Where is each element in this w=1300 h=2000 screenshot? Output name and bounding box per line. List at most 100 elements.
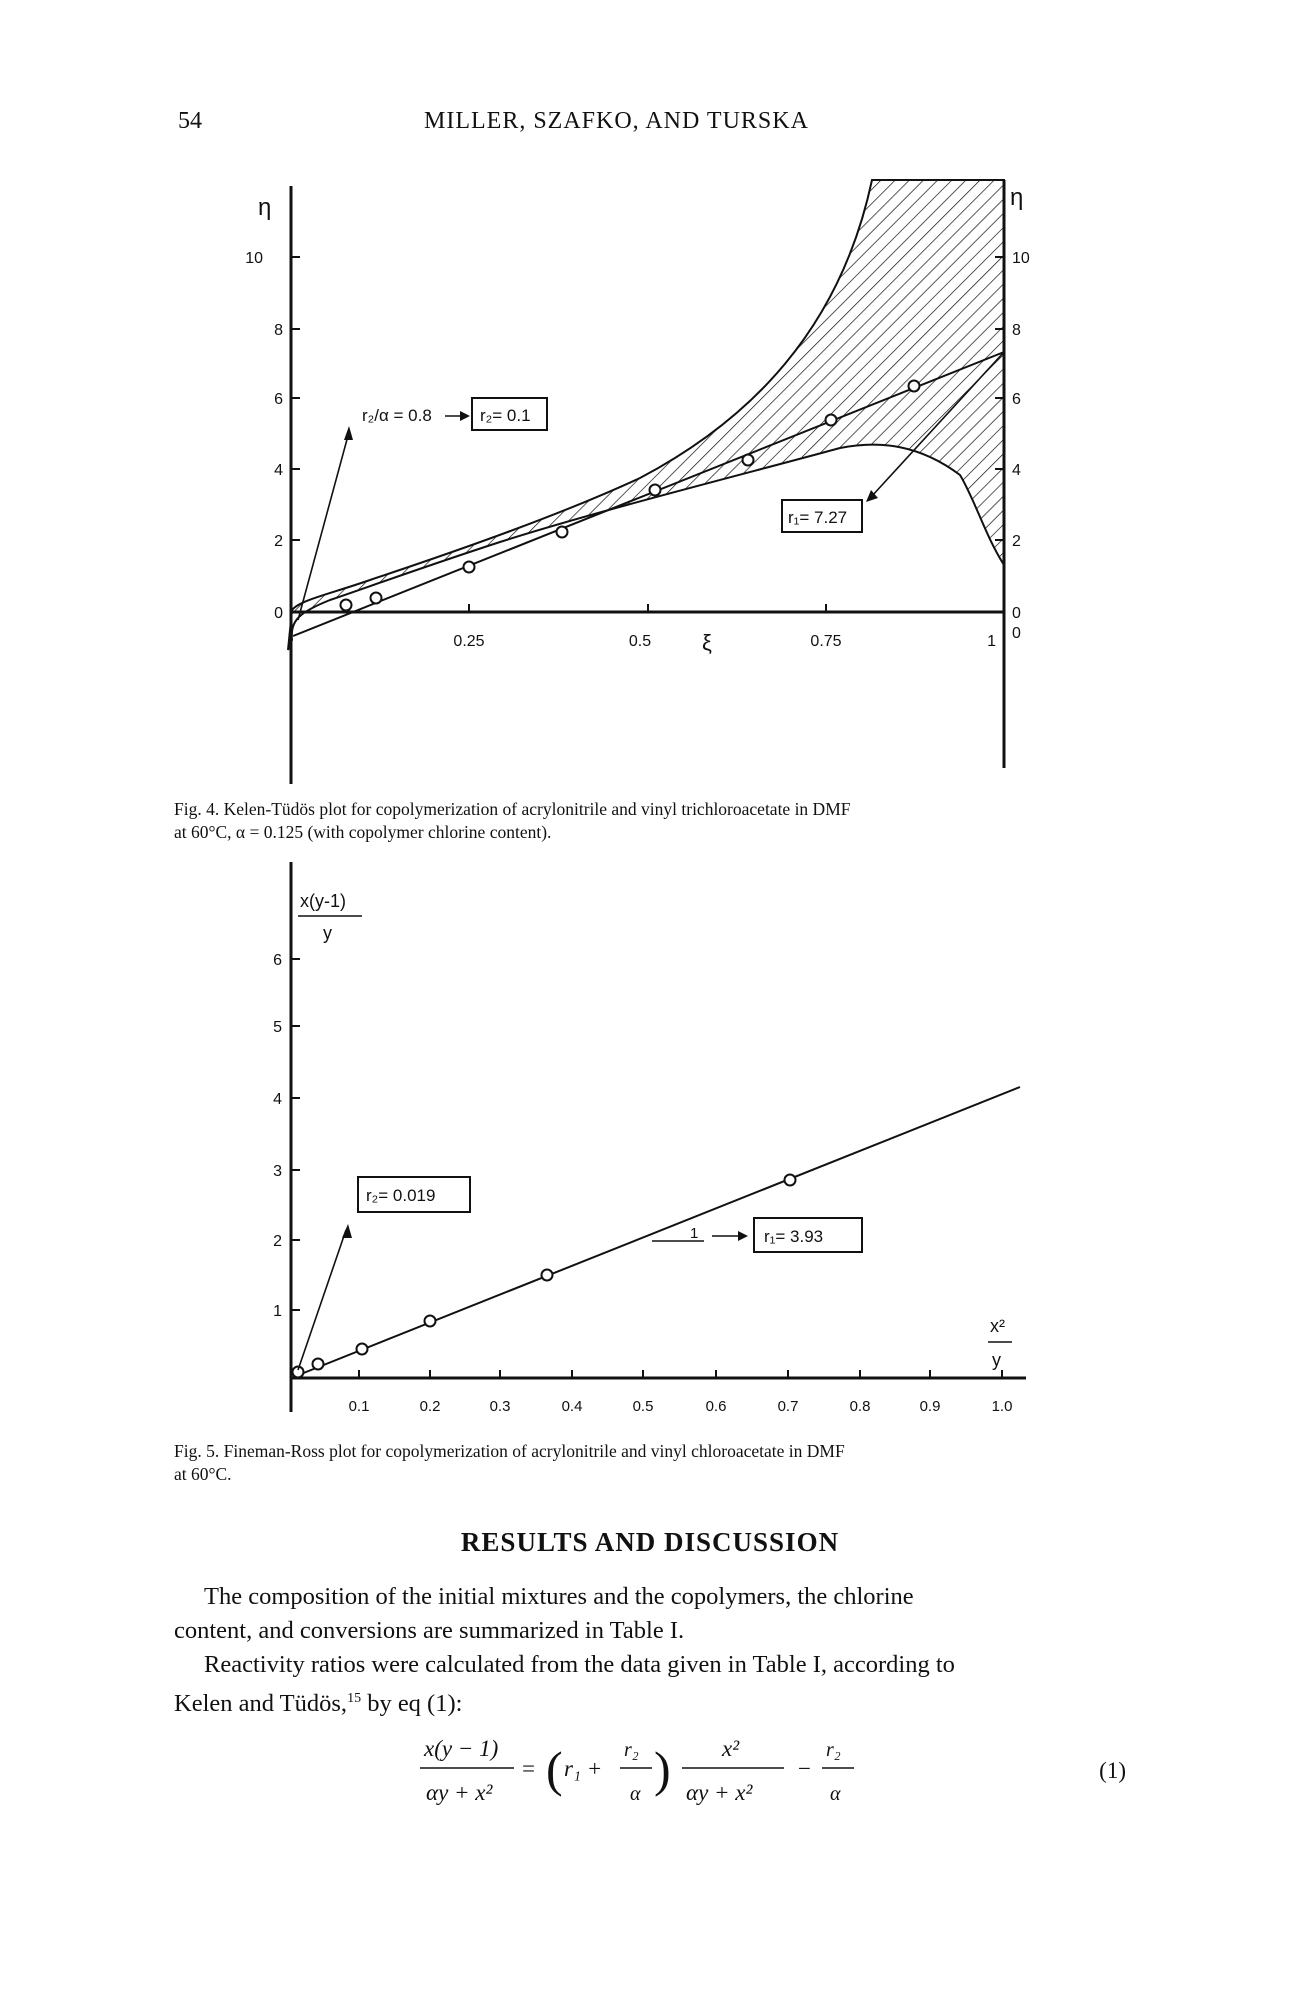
y-tick-label: 3 — [273, 1163, 282, 1180]
label-box-r1 — [753, 1217, 863, 1253]
y-tick-label: 6 — [1012, 391, 1021, 408]
data-point — [907, 379, 921, 393]
data-point — [369, 591, 383, 605]
caption-line: at 60°C. — [174, 1464, 232, 1484]
text-line: Reactivity ratios were calculated from t… — [204, 1651, 955, 1678]
figure-5-fineman-ross-plot: 6 5 4 3 2 1 x(y-1) y 0.1 0.2 0.3 0.4 0.5… — [273, 862, 1026, 1415]
y-ticks-left — [291, 256, 300, 541]
y-axis-label-denominator: y — [323, 923, 332, 943]
x-ticks — [358, 1370, 1003, 1378]
slope-label: 1 — [690, 1225, 698, 1242]
y-tick-label: 4 — [273, 1091, 282, 1108]
axis-symbol-eta-right: η — [1010, 184, 1023, 211]
eq-rhs-denominator: αy + x² — [686, 1780, 754, 1805]
eq-open-paren: ( — [546, 1741, 563, 1797]
y-tick-label: 10 — [1012, 250, 1030, 267]
data-point — [291, 1365, 305, 1379]
y-tick-label: 0 — [1012, 605, 1021, 622]
section-heading: RESULTS AND DISCUSSION — [460, 1527, 840, 1557]
text-line: content, and conversions are summarized … — [174, 1617, 685, 1644]
label-r1: r₁= 3.93 — [764, 1227, 823, 1246]
arrow-r1 — [871, 351, 1005, 497]
data-points — [339, 379, 921, 612]
arrow-r2-alpha — [297, 431, 350, 621]
x-tick-label: 0.1 — [349, 1398, 370, 1415]
arrowhead-icon — [344, 426, 353, 440]
eq-r1-term: r₁ + — [564, 1756, 602, 1781]
x-tick-label: 1 — [987, 633, 996, 650]
data-point — [741, 453, 755, 467]
x-tick-label: 0.5 — [629, 633, 651, 650]
text-line: Kelen and Tüdös, — [174, 1690, 348, 1718]
caption-line: at 60°C, α = 0.125 (with copolymer chlor… — [174, 822, 552, 842]
y-tick-label: 2 — [273, 1233, 282, 1250]
y-tick-label: 5 — [273, 1019, 282, 1036]
eq-lhs-numerator: x(y − 1) — [423, 1736, 498, 1761]
data-point — [648, 483, 662, 497]
figure-4-caption: Fig. 4. Kelen-Tüdös plot for copolymeriz… — [174, 798, 1134, 844]
y-tick-label: 6 — [273, 952, 282, 969]
y-tick-label: 10 — [245, 250, 263, 267]
label-r2-over-alpha: r₂/α = 0.8 — [362, 406, 432, 425]
reference-superscript: 15 — [347, 1691, 362, 1706]
paragraph-2: Reactivity ratios were calculated from t… — [174, 1648, 1134, 1721]
eq-r2-numerator: r₂ — [624, 1739, 639, 1761]
data-point — [540, 1268, 554, 1282]
y-tick-label: 4 — [1012, 462, 1021, 479]
label-r1: r₁= 7.27 — [788, 508, 847, 527]
x-tick-label: 0.6 — [706, 1398, 727, 1415]
x-tick-label: 0.9 — [920, 1398, 941, 1415]
eq-minus: − — [798, 1756, 811, 1781]
x-tick-label: 0.5 — [633, 1398, 654, 1415]
confidence-region — [287, 179, 1005, 651]
arrowhead-icon — [460, 411, 470, 421]
arrowhead-icon — [738, 1231, 748, 1241]
y-axis-label-numerator: x(y-1) — [300, 891, 346, 911]
y-tick-label: 4 — [274, 462, 283, 479]
data-point — [423, 1314, 437, 1328]
eq-alpha-denominator: α — [830, 1783, 841, 1805]
running-head: MILLER, SZAFKO, AND TURSKA — [424, 108, 809, 134]
y-tick-label: 1 — [273, 1303, 282, 1320]
arrowhead-icon — [866, 490, 878, 502]
y-ticks-right — [995, 256, 1004, 541]
x-tick-label: 0.3 — [490, 1398, 511, 1415]
eq-r2-numerator: r₂ — [826, 1739, 841, 1761]
x-tick-label: 0.25 — [453, 633, 484, 650]
x-tick-label: 0.2 — [420, 1398, 441, 1415]
y-tick-label: 6 — [274, 391, 283, 408]
data-point — [555, 525, 569, 539]
eq-alpha-denominator: α — [630, 1783, 641, 1805]
label-box-r2 — [357, 1176, 471, 1213]
data-point — [824, 413, 838, 427]
axis-symbol-eta-left: η — [258, 194, 271, 221]
x-tick-label: 0.4 — [562, 1398, 583, 1415]
paragraph-1: The composition of the initial mixtures … — [174, 1580, 1134, 1648]
x-tick-label: 1.0 — [992, 1398, 1013, 1415]
axis-symbol-xi: ξ — [702, 630, 712, 655]
page-header: 54 MILLER, SZAFKO, AND TURSKA — [174, 108, 1174, 148]
fit-line — [292, 351, 1005, 637]
x-ticks — [468, 604, 827, 612]
fit-line — [290, 1086, 1021, 1379]
equation-1: x(y − 1) αy + x² = ( r₁ + r₂ α ) x² αy +… — [420, 1736, 1126, 1805]
data-point — [783, 1173, 797, 1187]
caption-line: Fig. 5. Fineman-Ross plot for copolymeri… — [174, 1441, 845, 1461]
y-tick-label: 2 — [274, 533, 283, 550]
data-point — [355, 1342, 369, 1356]
label-r2: r₂= 0.019 — [366, 1186, 435, 1205]
caption-line: Fig. 4. Kelen-Tüdös plot for copolymeriz… — [174, 799, 851, 819]
arrow-r2 — [297, 1229, 347, 1371]
arrowhead-icon — [342, 1224, 352, 1238]
page-number: 54 — [178, 108, 202, 134]
y-tick-label: 8 — [1012, 322, 1021, 339]
label-r2: r₂= 0.1 — [480, 406, 531, 425]
data-point — [311, 1357, 325, 1371]
data-point — [462, 560, 476, 574]
x-tick-label: 0.8 — [850, 1398, 871, 1415]
x-tick-label: 0.7 — [778, 1398, 799, 1415]
y-ticks — [291, 958, 300, 1311]
label-box-r1 — [781, 499, 863, 533]
x-axis-label-numerator: x² — [990, 1316, 1005, 1336]
y-tick-label: 0 — [274, 605, 283, 622]
